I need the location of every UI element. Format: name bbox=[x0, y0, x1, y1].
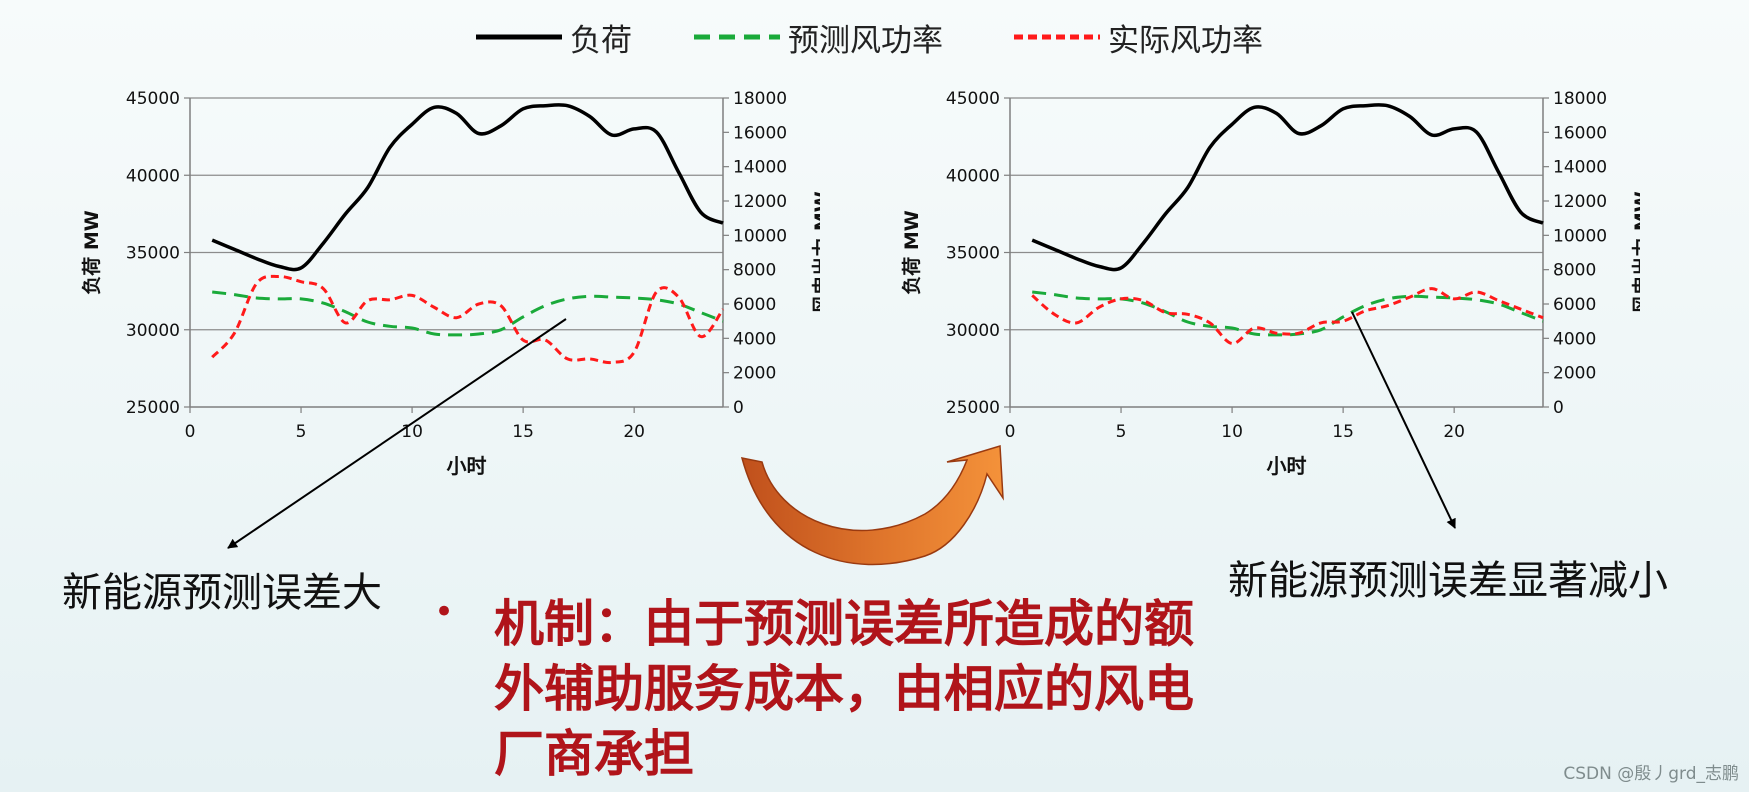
arrow-right-annotation bbox=[1351, 311, 1456, 529]
y-tick-label-right: 12000 bbox=[1553, 192, 1607, 212]
x-tick-label: 5 bbox=[296, 422, 307, 442]
y-tick-label-left: 40000 bbox=[946, 166, 1000, 186]
y-tick-label-left: 40000 bbox=[126, 166, 180, 186]
legend-item: 实际风功率 bbox=[1012, 14, 1263, 60]
x-tick-label: 10 bbox=[1221, 422, 1243, 442]
y-tick-label-right: 8000 bbox=[1553, 261, 1596, 281]
y-tick-label-right: 6000 bbox=[733, 295, 776, 315]
legend-swatch bbox=[1014, 34, 1100, 40]
y-tick-label-left: 35000 bbox=[946, 244, 1000, 264]
y-tick-label-left: 45000 bbox=[946, 89, 1000, 109]
y-tick-label-right: 2000 bbox=[1553, 364, 1596, 384]
legend-item: 预测风功率 bbox=[692, 14, 943, 60]
series-line bbox=[1031, 103, 1544, 272]
y-tick-label-right: 12000 bbox=[733, 192, 787, 212]
x-tick-label: 15 bbox=[1332, 422, 1354, 442]
legend-label: 实际风功率 bbox=[1108, 22, 1263, 59]
y-tick-label-left: 30000 bbox=[126, 321, 180, 341]
y-tick-label-right: 0 bbox=[1553, 398, 1564, 418]
y-tick-label-right: 14000 bbox=[733, 158, 787, 178]
y-tick-label-right: 8000 bbox=[733, 261, 776, 281]
x-tick-label: 0 bbox=[185, 422, 196, 442]
x-tick-label: 0 bbox=[1005, 422, 1016, 442]
legend: 负荷 预测风功率 实际风功率 bbox=[0, 14, 1749, 60]
y-tick-label-right: 16000 bbox=[1553, 123, 1607, 143]
y-tick-label-left: 35000 bbox=[126, 244, 180, 264]
chart-before: 25000 30000 35000 40000 45000 0 2000 4000 6000 80… bbox=[60, 85, 833, 489]
y-tick-label-left: 25000 bbox=[946, 398, 1000, 418]
y-tick-label-right: 4000 bbox=[1553, 329, 1596, 349]
y-tick-label-right: 16000 bbox=[733, 123, 787, 143]
y-tick-label-right: 0 bbox=[733, 398, 744, 418]
y-tick-label-right: 14000 bbox=[1553, 158, 1607, 178]
legend-label: 预测风功率 bbox=[788, 22, 943, 59]
y-tick-label-right: 18000 bbox=[1553, 89, 1607, 109]
y-tick-label-left: 30000 bbox=[946, 321, 1000, 341]
y-axis-title-left: 负荷 MW bbox=[900, 210, 923, 295]
mechanism-text: 机制：由于预测误差所造成的额外辅助服务成本，由相应的风电厂商承担 bbox=[494, 595, 1194, 783]
x-axis-title: 小时 bbox=[1267, 454, 1307, 478]
y-tick-label-left: 25000 bbox=[126, 398, 180, 418]
caption-after: 新能源预测误差显著减小 bbox=[1228, 558, 1668, 604]
y-tick-label-right: 10000 bbox=[733, 226, 787, 246]
caption-before: 新能源预测误差大 bbox=[62, 570, 382, 616]
series-line bbox=[211, 103, 724, 272]
y-tick-label-right: 18000 bbox=[733, 89, 787, 109]
transition-curved-arrow bbox=[740, 445, 1004, 566]
y-tick-label-left: 45000 bbox=[126, 89, 180, 109]
y-tick-label-right: 10000 bbox=[1553, 226, 1607, 246]
series-line bbox=[1031, 287, 1544, 345]
legend-label: 负荷 bbox=[570, 22, 632, 59]
x-tick-label: 15 bbox=[512, 422, 534, 442]
x-tick-label: 20 bbox=[1443, 422, 1465, 442]
y-tick-label-right: 6000 bbox=[1553, 295, 1596, 315]
x-tick-label: 20 bbox=[623, 422, 645, 442]
y-axis-title-left: 负荷 MW bbox=[80, 210, 103, 295]
legend-swatch bbox=[476, 34, 562, 40]
arrow-left-annotation bbox=[227, 318, 567, 549]
x-axis-title: 小时 bbox=[447, 454, 487, 478]
x-tick-label: 5 bbox=[1116, 422, 1127, 442]
y-tick-label-right: 2000 bbox=[733, 364, 776, 384]
y-tick-label-right: 4000 bbox=[733, 329, 776, 349]
legend-swatch bbox=[694, 34, 780, 40]
legend-item: 负荷 bbox=[474, 14, 632, 60]
bullet-icon: • bbox=[434, 592, 455, 632]
watermark: CSDN @殷丿grd_志鹏 bbox=[1563, 764, 1739, 784]
series-line bbox=[211, 274, 725, 365]
